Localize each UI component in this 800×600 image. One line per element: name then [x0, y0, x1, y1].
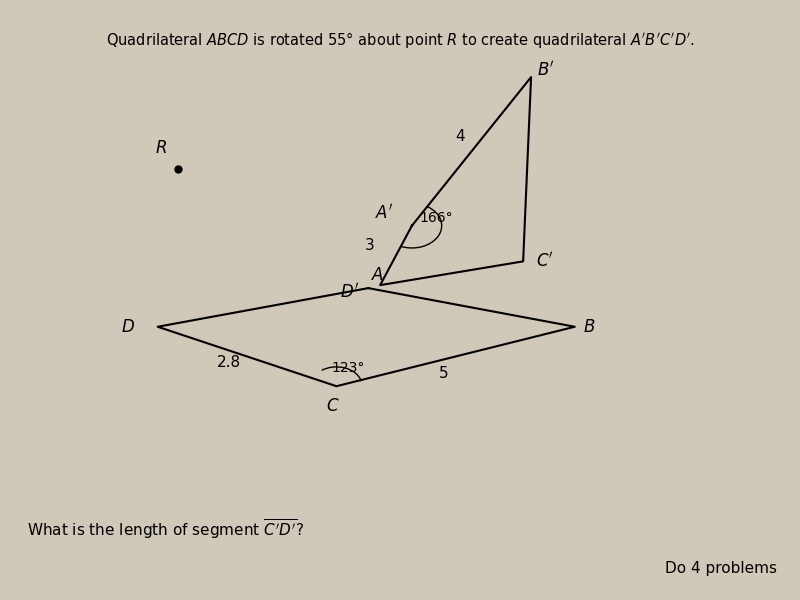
Text: $B$: $B$	[583, 318, 595, 336]
Text: 5: 5	[439, 365, 449, 380]
Text: $A'$: $A'$	[375, 203, 394, 222]
Text: What is the length of segment $\overline{C'D'}$?: What is the length of segment $\overline…	[26, 517, 304, 541]
Text: 166°: 166°	[419, 211, 453, 225]
Text: $D'$: $D'$	[340, 283, 359, 302]
Text: 3: 3	[365, 238, 374, 253]
Text: Do 4 problems: Do 4 problems	[666, 562, 778, 577]
Text: $C'$: $C'$	[537, 252, 554, 271]
Text: $D$: $D$	[121, 318, 134, 336]
Text: 123°: 123°	[332, 361, 365, 376]
Text: Quadrilateral $\mathit{ABCD}$ is rotated 55° about point $\mathit{R}$ to create : Quadrilateral $\mathit{ABCD}$ is rotated…	[106, 29, 694, 50]
Text: $A$: $A$	[371, 266, 384, 284]
Text: 2.8: 2.8	[217, 355, 242, 370]
Text: $B'$: $B'$	[537, 61, 554, 79]
Text: $R$: $R$	[155, 139, 167, 157]
Text: $C$: $C$	[326, 397, 339, 415]
Text: 4: 4	[454, 129, 464, 144]
